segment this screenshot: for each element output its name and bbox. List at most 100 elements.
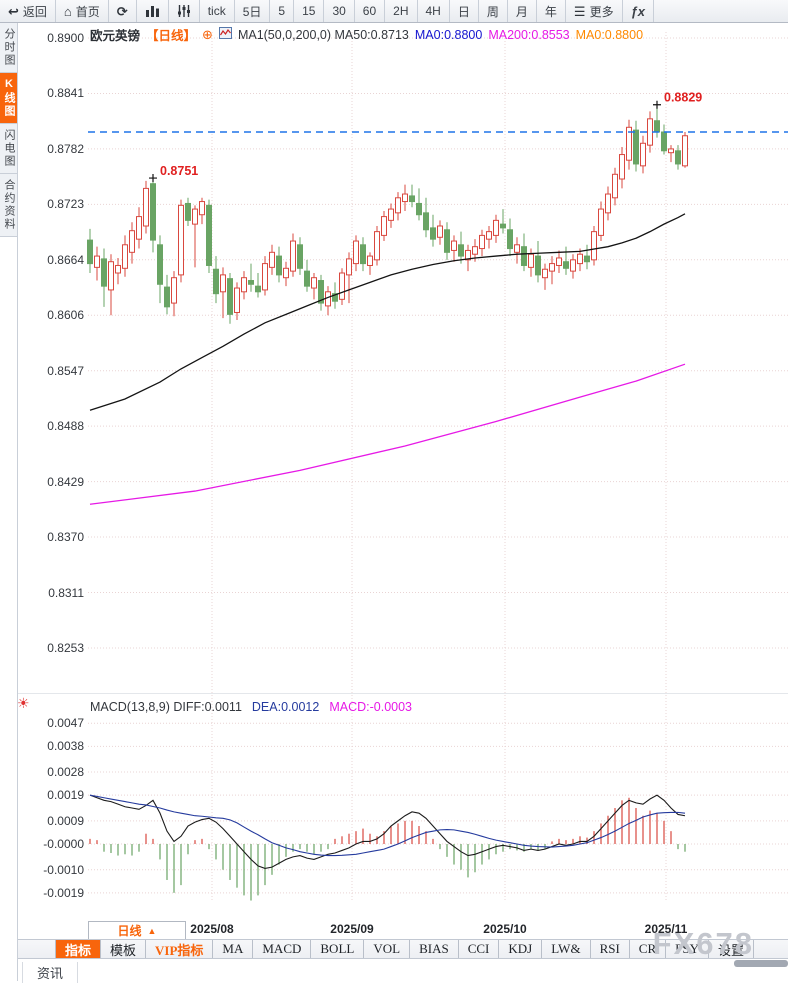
symbol-name: 欧元英镑 [90,29,141,43]
period-tick-button[interactable]: tick [200,0,235,22]
more-button[interactable]: ☰ 更多 [566,0,623,22]
chart-legend: 欧元英镑 【日线】 ⊕ MA1(50,0,200,0) MA50:0.8713 … [90,25,643,44]
refresh-icon: ⟳ [116,3,128,19]
tab-macd[interactable]: MACD [253,940,312,958]
period-2h-button[interactable]: 2H [385,0,418,22]
indicator-settings-button[interactable] [169,0,200,22]
menu-icon: ☰ [573,3,586,19]
tab-psy[interactable]: PSY [666,940,709,958]
fx-icon: ƒx [630,3,646,19]
period-month-button[interactable]: 月 [508,0,537,22]
chart-style-button[interactable] [137,0,169,22]
tab-indicator[interactable]: 指标 [55,940,102,958]
tab-ma[interactable]: MA [213,940,254,958]
period-day-button[interactable]: 日 [450,0,479,22]
macd-legend: MACD(13,8,9) DIFF:0.0011 DEA:0.0012 MACD… [90,700,412,714]
indicator-tabbar: 指标 模板 VIP指标 MA MACD BOLL VOL BIAS CCI KD… [0,939,788,959]
macd-dea-value: DEA:0.0012 [251,700,320,714]
home-label: 首页 [75,4,100,19]
annotations-layer: 0.8751 0.8829 [149,91,702,183]
main-y-axis-label: 0.8253 [47,640,84,655]
grid-layer [88,32,788,902]
svg-text:0.8829: 0.8829 [664,91,702,105]
period-5m-label: 5 [278,4,286,18]
x-axis-month-label: 2025/09 [330,922,374,936]
period-15m-label: 15 [302,4,316,18]
period-week-label: 周 [486,4,499,19]
main-y-axis-label: 0.8841 [47,86,84,101]
tab-rsi[interactable]: RSI [591,940,630,958]
main-y-axis-label: 0.8782 [47,141,84,156]
tab-vol[interactable]: VOL [364,940,411,958]
formula-toggle-button[interactable]: ƒx [623,0,655,22]
tab-settings[interactable]: 设置 [709,940,755,958]
main-y-axis-label: 0.8606 [47,308,84,323]
tab-kdj[interactable]: KDJ [499,940,543,958]
main-y-axis-label: 0.8547 [47,363,84,378]
horizontal-scrollbar-thumb[interactable] [734,960,788,967]
sidebar-item-time-chart[interactable]: 分时图 [0,23,17,73]
sun-icon[interactable]: ☀ [17,695,30,711]
sidebar-item-contract-info[interactable]: 合约资料 [0,174,17,237]
sliders-icon [177,5,191,17]
macd-y-axis-label: 0.0047 [47,716,84,731]
macd-layer [89,794,686,901]
period-2h-label: 2H [393,4,409,18]
ma200-value: MA200:0.8553 [488,27,570,42]
ma0-blue-value: MA0:0.8800 [414,27,483,42]
macd-title: MACD(13,8,9) DIFF:0.0011 [90,700,242,714]
bar-chart-icon [145,5,160,17]
tab-template[interactable]: 模板 [101,940,147,958]
period-selector[interactable]: 日线 ▲ [88,921,186,940]
main-y-axis-label: 0.8429 [47,474,84,489]
period-15m-button[interactable]: 15 [294,0,325,22]
back-arrow-icon: ↩ [8,3,19,19]
period-5m-button[interactable]: 5 [270,0,295,22]
tab-lw[interactable]: LW& [542,940,591,958]
sidebar-item-kline-chart[interactable]: K线图 [0,73,17,124]
macd-y-axis-label: 0.0038 [47,739,84,754]
period-year-button[interactable]: 年 [537,0,566,22]
ma-summary: MA1(50,0,200,0) MA50:0.8713 [237,27,409,42]
tab-cci[interactable]: CCI [459,940,500,958]
x-axis-month-label: 2025/10 [483,922,527,936]
main-y-axis-label: 0.8311 [48,585,84,600]
period-4h-label: 4H [425,4,441,18]
tab-cr[interactable]: CR [630,940,667,958]
period-30m-label: 30 [332,4,346,18]
period-30m-button[interactable]: 30 [324,0,355,22]
refresh-button[interactable]: ⟳ [109,0,137,22]
period-month-label: 月 [515,4,528,19]
more-label: 更多 [589,4,614,19]
macd-y-axis-label: 0.0019 [47,788,84,803]
period-4h-button[interactable]: 4H [418,0,450,22]
collapse-icon[interactable]: ⊕ [202,26,213,42]
period-week-button[interactable]: 周 [479,0,508,22]
macd-y-axis-label: 0.0009 [47,813,84,828]
main-y-axis-label: 0.8370 [47,530,84,545]
main-y-axis-label: 0.8488 [47,419,84,434]
up-arrow-icon: ▲ [147,925,157,936]
ma-lines-layer [89,213,686,505]
period-day-label: 日 [457,4,470,19]
period-60m-button[interactable]: 60 [355,0,386,22]
period-tick-label: tick [207,4,226,18]
price-chart-svg[interactable]: 0.8751 0.8829 [0,22,788,958]
macd-y-axis-label: -0.0010 [43,862,84,877]
news-tab[interactable]: 资讯 [22,962,79,983]
home-button[interactable]: ⌂ 首页 [56,0,109,22]
legend-chart-icon [218,27,232,42]
macd-y-axis-label: -0.0000 [43,837,84,851]
home-icon: ⌂ [63,3,72,19]
sidebar-item-lightning-chart[interactable]: 闪电图 [0,124,17,174]
period-5d-button[interactable]: 5日 [235,0,271,22]
back-button[interactable]: ↩ 返回 [0,0,56,22]
tab-bias[interactable]: BIAS [410,940,459,958]
main-y-axis-label: 0.8723 [47,197,84,212]
tab-boll[interactable]: BOLL [311,940,365,958]
svg-text:0.8751: 0.8751 [160,164,198,178]
main-y-axis-label: 0.8664 [47,252,84,267]
period-year-label: 年 [544,4,557,19]
x-axis-month-label: 2025/11 [644,922,688,936]
tab-vip-indicator[interactable]: VIP指标 [146,940,214,958]
